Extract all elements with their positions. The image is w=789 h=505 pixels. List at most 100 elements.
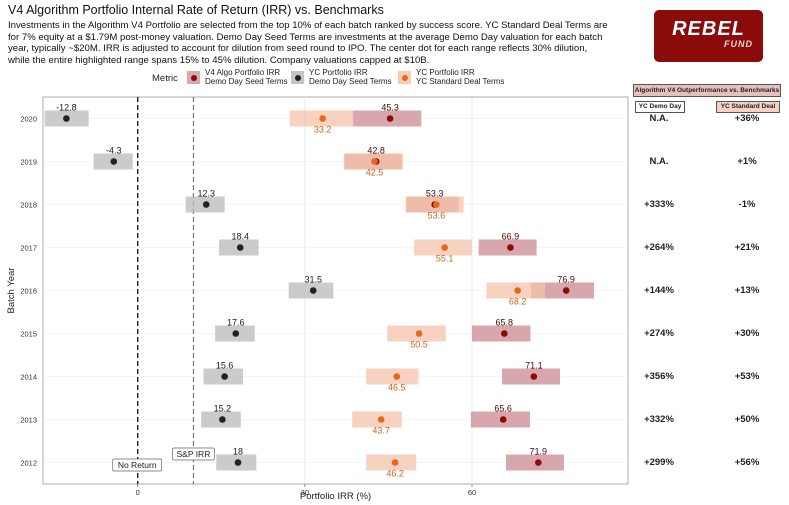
legend-swatch-yc-demo <box>291 71 304 84</box>
x-tick-label: 0 <box>136 488 140 497</box>
chart-title: V4 Algorithm Portfolio Internal Rate of … <box>8 3 384 17</box>
range-band <box>366 368 419 385</box>
range-band <box>366 454 417 471</box>
data-point <box>507 244 514 251</box>
legend-swatch-yc-standard <box>398 71 411 84</box>
y-tick-label: 2016 <box>20 287 37 296</box>
side-table-demo-value: +332% <box>644 413 674 425</box>
data-label: 15.6 <box>216 361 234 371</box>
side-table-demo-value: +333% <box>644 198 674 210</box>
y-tick-label: 2018 <box>20 201 37 210</box>
legend-label-yc-standard: YC Portfolio IRR YC Standard Deal Terms <box>416 68 505 86</box>
x-axis-label: Portfolio IRR (%) <box>300 491 371 502</box>
data-label: 12.3 <box>197 189 215 199</box>
side-table-demo-value: +299% <box>644 456 674 468</box>
data-label: 18 <box>233 447 243 457</box>
range-band <box>531 282 595 299</box>
data-label: 42.5 <box>366 168 384 178</box>
data-label: 53.6 <box>428 211 446 221</box>
data-label: 65.6 <box>494 404 512 414</box>
y-tick-label: 2019 <box>20 158 37 167</box>
side-table-standard-value: +50% <box>734 413 760 425</box>
data-point <box>110 158 118 165</box>
legend-label-yc-demo: YC Portfolio IRR Demo Day Seed Terms <box>309 68 392 86</box>
y-tick-label: 2017 <box>20 244 37 253</box>
side-table-demo-value: +274% <box>644 327 674 339</box>
legend-dot-v4 <box>190 74 197 81</box>
range-band <box>352 411 402 428</box>
data-label: 71.9 <box>530 447 548 457</box>
data-label: 76.9 <box>557 275 575 285</box>
y-axis-label: Batch Year <box>6 268 17 314</box>
rebel-fund-logo: REBEL FUND <box>654 10 763 62</box>
reference-label-box <box>172 447 215 461</box>
data-point <box>415 330 423 337</box>
legend-title: Metric <box>152 73 178 84</box>
data-point <box>514 287 521 294</box>
data-point <box>391 459 399 466</box>
chart-subtitle: Investments in the Algorithm V4 Portfoli… <box>8 20 608 66</box>
data-label: 46.5 <box>388 383 406 393</box>
x-tick-label: 30 <box>301 488 309 497</box>
range-band <box>505 454 564 471</box>
side-table-standard-value: +53% <box>734 370 760 382</box>
data-point <box>501 330 508 337</box>
side-table-col-standard: YC Standard Deal <box>716 101 780 113</box>
data-point <box>441 244 449 251</box>
logo-line2: FUND <box>724 39 753 49</box>
data-point <box>234 459 242 466</box>
side-table-header: Algorithm V4 Outperformance vs. Benchmar… <box>633 84 781 97</box>
data-point <box>386 115 394 122</box>
reference-label: No Return <box>118 460 157 470</box>
data-label: 31.5 <box>304 275 322 285</box>
y-tick-label: 2012 <box>20 459 37 468</box>
legend-label-v4: V4 Algo Portfolio IRR Demo Day Seed Term… <box>205 68 288 86</box>
data-point <box>219 416 226 423</box>
data-label: 45.3 <box>381 103 399 113</box>
side-table-col-demo: YC Demo Day <box>635 101 685 113</box>
data-point <box>236 244 244 251</box>
x-tick-label: 60 <box>468 488 476 497</box>
data-label: 46.2 <box>386 469 404 479</box>
data-label: 17.6 <box>227 318 245 328</box>
reference-label: S&P IRR <box>176 449 210 459</box>
data-point <box>562 287 570 294</box>
side-table-demo-value: +144% <box>644 284 674 296</box>
data-point <box>309 287 317 294</box>
legend-dot-yc-demo <box>294 74 301 81</box>
data-label: 15.2 <box>214 404 232 414</box>
data-point <box>377 416 385 423</box>
data-point <box>202 201 210 208</box>
data-point <box>371 158 378 165</box>
data-label: 68.2 <box>509 297 527 307</box>
data-label: 66.9 <box>502 232 520 242</box>
data-point <box>535 459 542 466</box>
side-table-standard-value: +13% <box>734 284 760 296</box>
data-label: 55.1 <box>436 254 454 264</box>
data-point <box>530 373 538 380</box>
reference-label-box <box>112 458 163 472</box>
legend-swatch-v4 <box>187 71 200 84</box>
data-label: 18.4 <box>231 232 249 242</box>
data-label: 50.5 <box>410 340 428 350</box>
y-tick-label: 2015 <box>20 330 37 339</box>
data-point <box>63 115 70 122</box>
data-point <box>499 416 507 423</box>
data-point <box>433 201 440 208</box>
data-point <box>221 373 228 380</box>
side-table-standard-value: +1% <box>737 155 757 167</box>
side-table-standard-value: -1% <box>738 198 756 210</box>
data-label: 33.2 <box>314 125 332 135</box>
side-table-standard-value: +36% <box>734 112 760 124</box>
side-table-demo-value: +264% <box>644 241 674 253</box>
side-table-standard-value: +56% <box>734 456 760 468</box>
side-table-standard-value: +21% <box>734 241 760 253</box>
data-label: 43.7 <box>372 426 390 436</box>
side-table-demo-value: N.A. <box>649 155 669 167</box>
data-point <box>232 330 240 337</box>
data-point <box>319 115 326 122</box>
data-label: 71.1 <box>525 361 543 371</box>
data-label: -4.3 <box>106 146 122 156</box>
legend-dot-yc-standard <box>401 74 408 81</box>
